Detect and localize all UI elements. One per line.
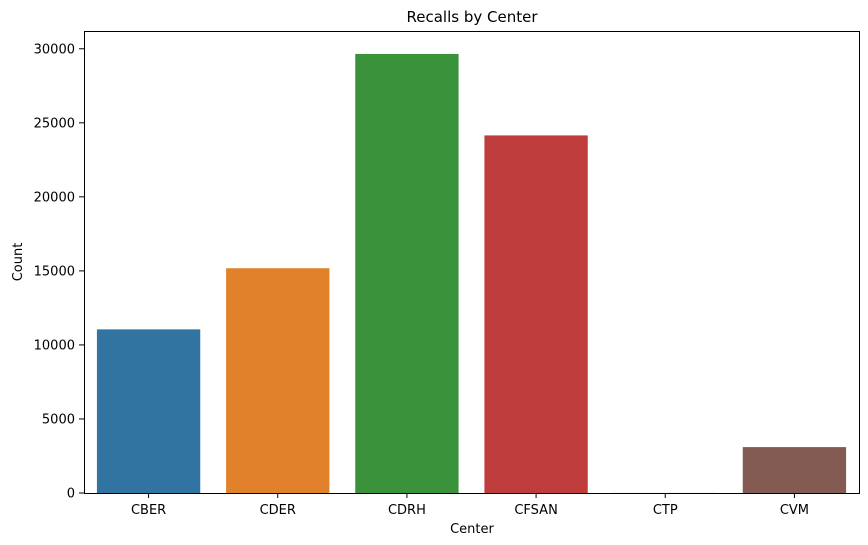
x-tick-label-cber: CBER	[131, 503, 166, 518]
plot-frame	[84, 31, 860, 494]
bars-layer	[96, 53, 847, 493]
y-tick-label: 10000	[34, 338, 75, 353]
y-axis-label: Count	[11, 243, 26, 282]
chart-title: Recalls by Center	[407, 8, 539, 26]
x-tick-label-cfsan: CFSAN	[514, 503, 557, 518]
y-tick-label: 0	[67, 487, 75, 502]
x-axis: CBER CDER CDRH CFSAN CTP CVM	[131, 493, 809, 518]
x-tick-label-ctp: CTP	[653, 503, 678, 518]
bar-cdrh	[355, 53, 459, 493]
y-tick-label: 30000	[34, 42, 75, 57]
y-tick-label: 15000	[34, 264, 75, 279]
x-tick-label-cvm: CVM	[780, 503, 809, 518]
bar-cber	[96, 329, 201, 493]
bar-cder	[226, 268, 330, 493]
x-tick-label-cdrh: CDRH	[388, 503, 426, 518]
bar-cfsan	[484, 135, 588, 493]
y-axis: 0 5000 10000 15000 20000 25000 30000	[34, 42, 84, 502]
y-tick-label: 25000	[34, 116, 75, 131]
x-axis-label: Center	[450, 522, 494, 537]
y-tick-label: 20000	[34, 190, 75, 205]
y-tick-label: 5000	[42, 412, 75, 427]
x-tick-label-cder: CDER	[260, 503, 296, 518]
bar-cvm	[742, 447, 847, 493]
